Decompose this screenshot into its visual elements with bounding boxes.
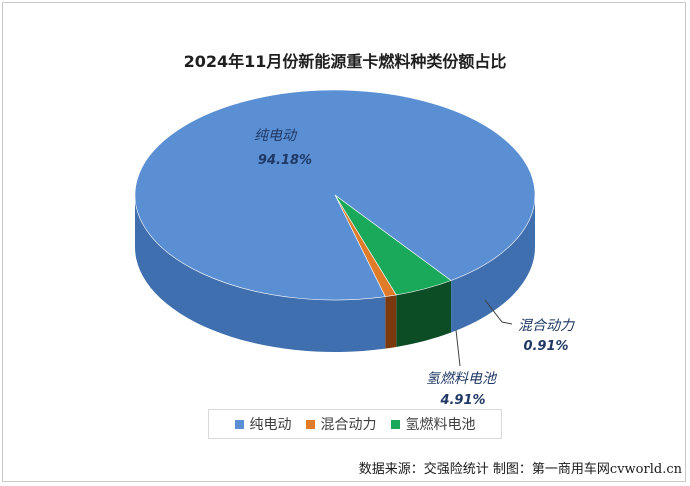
data-label-value-pure-electric: 94.18% xyxy=(258,153,312,168)
legend-swatch-pure-electric xyxy=(234,419,244,429)
data-label-name-hybrid: 混合动力 xyxy=(518,318,575,334)
legend-swatch-hybrid xyxy=(305,419,315,429)
leader-line-hydrogen xyxy=(455,329,461,367)
data-label-value-hybrid: 0.91% xyxy=(523,339,568,354)
legend: 纯电动 混合动力 氢燃料电池 xyxy=(208,409,502,439)
legend-swatch-hydrogen xyxy=(390,419,400,429)
source-note: 数据来源：交强险统计 制图：第一商用车网cvworld.cn xyxy=(358,462,682,477)
pie-slices xyxy=(134,89,536,301)
chart-title: 2024年11月份新能源重卡燃料种类份额占比 xyxy=(183,52,507,71)
legend-label-hybrid: 混合动力 xyxy=(320,417,377,433)
legend-label-hydrogen: 氢燃料电池 xyxy=(405,417,476,433)
data-label-value-hydrogen: 4.91% xyxy=(439,393,485,408)
legend-item-pure-electric: 纯电动 xyxy=(234,414,292,434)
data-label-name-pure-electric: 纯电动 xyxy=(254,128,298,144)
slice-side-pure-electric xyxy=(135,195,386,353)
slice-side-hydrogen xyxy=(396,280,452,347)
slice-side-hybrid xyxy=(385,294,397,349)
data-label-name-hydrogen: 氢燃料电池 xyxy=(426,371,498,387)
leader-line-hybrid xyxy=(484,299,513,325)
legend-item-hydrogen: 氢燃料电池 xyxy=(390,414,476,434)
slice-top-pure-electric xyxy=(134,89,536,301)
slice-side-pure-electric xyxy=(451,195,535,333)
legend-item-hybrid: 混合动力 xyxy=(305,414,377,434)
legend-label-pure-electric: 纯电动 xyxy=(249,417,292,433)
pie-labels: 纯电动 94.18% 混合动力 0.91% 氢燃料电池 4.91% xyxy=(254,128,575,408)
